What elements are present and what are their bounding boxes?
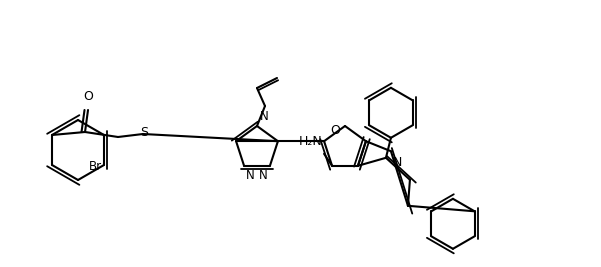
Text: Br: Br — [89, 159, 102, 172]
Text: O: O — [83, 90, 93, 103]
Text: N: N — [246, 169, 255, 182]
Text: S: S — [140, 125, 148, 139]
Text: N: N — [260, 110, 269, 123]
Text: N: N — [259, 169, 268, 182]
Text: H₂N: H₂N — [298, 135, 322, 148]
Text: O: O — [330, 124, 340, 138]
Text: N: N — [393, 156, 402, 169]
